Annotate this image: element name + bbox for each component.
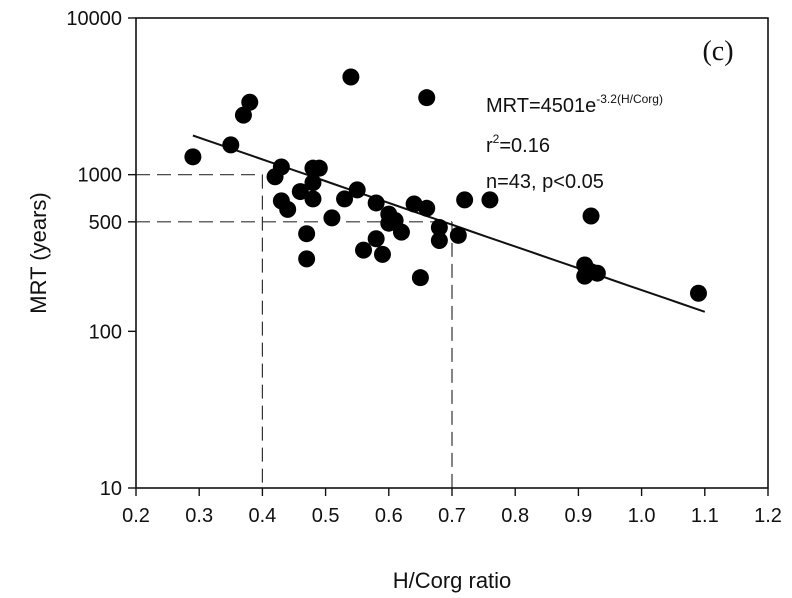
x-tick-label: 0.9: [564, 505, 592, 527]
data-point: [310, 159, 328, 177]
data-point: [449, 226, 467, 244]
data-point: [298, 225, 316, 243]
reference-lines: [136, 174, 453, 488]
data-point: [456, 191, 474, 209]
sample-size-p-value: n=43, p<0.05: [486, 171, 604, 193]
x-tick-label: 0.6: [375, 505, 403, 527]
data-point: [304, 174, 322, 192]
r-squared-symbol: r: [486, 135, 493, 157]
data-point: [298, 250, 316, 268]
data-point: [582, 207, 600, 225]
data-point: [348, 181, 366, 199]
data-point: [418, 199, 436, 217]
data-point: [411, 269, 429, 287]
data-point: [392, 223, 410, 241]
data-point: [241, 93, 259, 111]
fit-line: [192, 134, 706, 313]
x-tick-label: 1.2: [754, 505, 782, 527]
data-point: [430, 232, 448, 250]
x-tick-label: 0.4: [248, 505, 276, 527]
data-point: [367, 194, 385, 212]
x-tick-label: 0.7: [438, 505, 466, 527]
data-point: [355, 241, 373, 259]
data-point: [430, 219, 448, 237]
data-point: [272, 158, 290, 176]
data-point: [418, 89, 436, 107]
r-squared: r2=0.16: [486, 132, 550, 157]
x-tick-label: 0.2: [122, 505, 150, 527]
y-axis-ticks: 10 100 500 1000 10000: [66, 8, 136, 500]
data-point: [342, 68, 360, 86]
fit-equation-main: MRT=4501e: [486, 95, 596, 117]
x-axis-label: H/Corg ratio: [393, 568, 512, 593]
data-point: [336, 190, 354, 208]
y-tick-label: 1000: [78, 165, 123, 187]
data-point: [373, 245, 391, 263]
x-tick-label: 1.0: [628, 505, 656, 527]
x-tick-label: 1.1: [691, 505, 719, 527]
data-point: [234, 106, 252, 124]
y-tick-label: 100: [89, 321, 122, 343]
data-point: [304, 190, 322, 208]
fit-equation: MRT=4501e-3.2(H/Corg): [486, 92, 663, 117]
x-axis-ticks: 0.2 0.3 0.4 0.5 0.6 0.7 0.8 0.9 1.0 1.1 1.2: [122, 488, 782, 527]
r-squared-value: =0.16: [499, 135, 550, 157]
y-tick-label: 500: [89, 212, 122, 234]
data-point: [689, 284, 707, 302]
fit-line-group: [192, 134, 706, 313]
y-tick-label: 10000: [66, 8, 122, 30]
r-squared-superscript: 2: [493, 132, 500, 146]
data-point: [222, 136, 240, 154]
data-point: [481, 191, 499, 209]
fit-equation-exponent: -3.2(H/Corg): [596, 92, 663, 106]
data-point: [367, 230, 385, 248]
y-axis-label: MRT (years): [26, 192, 51, 313]
data-point: [291, 183, 309, 201]
x-tick-label: 0.3: [185, 505, 213, 527]
data-point: [323, 209, 341, 227]
x-tick-label: 0.5: [312, 505, 340, 527]
data-point: [279, 200, 297, 218]
data-points: [184, 68, 707, 302]
y-tick-label: 10: [100, 478, 122, 500]
data-point: [184, 148, 202, 166]
data-point: [588, 264, 606, 282]
x-tick-label: 0.8: [501, 505, 529, 527]
panel-label: (c): [702, 36, 733, 67]
